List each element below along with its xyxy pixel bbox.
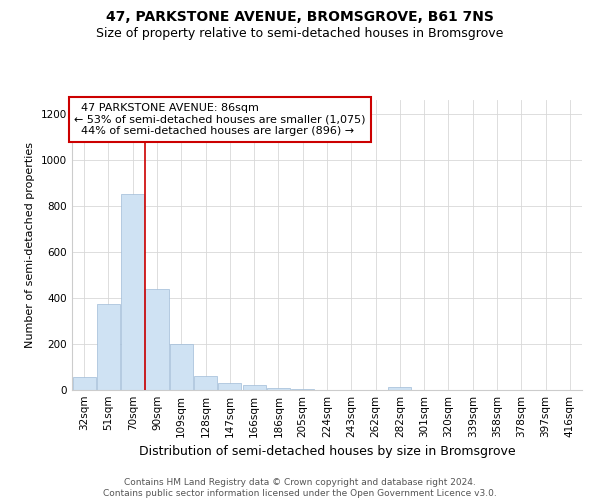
Text: 47, PARKSTONE AVENUE, BROMSGROVE, B61 7NS: 47, PARKSTONE AVENUE, BROMSGROVE, B61 7N… <box>106 10 494 24</box>
Bar <box>73 377 95 390</box>
Bar <box>170 344 193 390</box>
Bar <box>145 288 169 390</box>
Bar <box>242 385 266 390</box>
Bar <box>121 194 144 390</box>
Text: 47 PARKSTONE AVENUE: 86sqm  
← 53% of semi-detached houses are smaller (1,075)
 : 47 PARKSTONE AVENUE: 86sqm ← 53% of semi… <box>74 103 366 136</box>
Text: Contains HM Land Registry data © Crown copyright and database right 2024.
Contai: Contains HM Land Registry data © Crown c… <box>103 478 497 498</box>
Text: Size of property relative to semi-detached houses in Bromsgrove: Size of property relative to semi-detach… <box>97 28 503 40</box>
Y-axis label: Number of semi-detached properties: Number of semi-detached properties <box>25 142 35 348</box>
Bar <box>218 383 241 390</box>
Bar <box>194 376 217 390</box>
Bar <box>291 388 314 390</box>
Bar <box>267 388 290 390</box>
X-axis label: Distribution of semi-detached houses by size in Bromsgrove: Distribution of semi-detached houses by … <box>139 446 515 458</box>
Bar <box>97 304 120 390</box>
Bar <box>388 387 412 390</box>
